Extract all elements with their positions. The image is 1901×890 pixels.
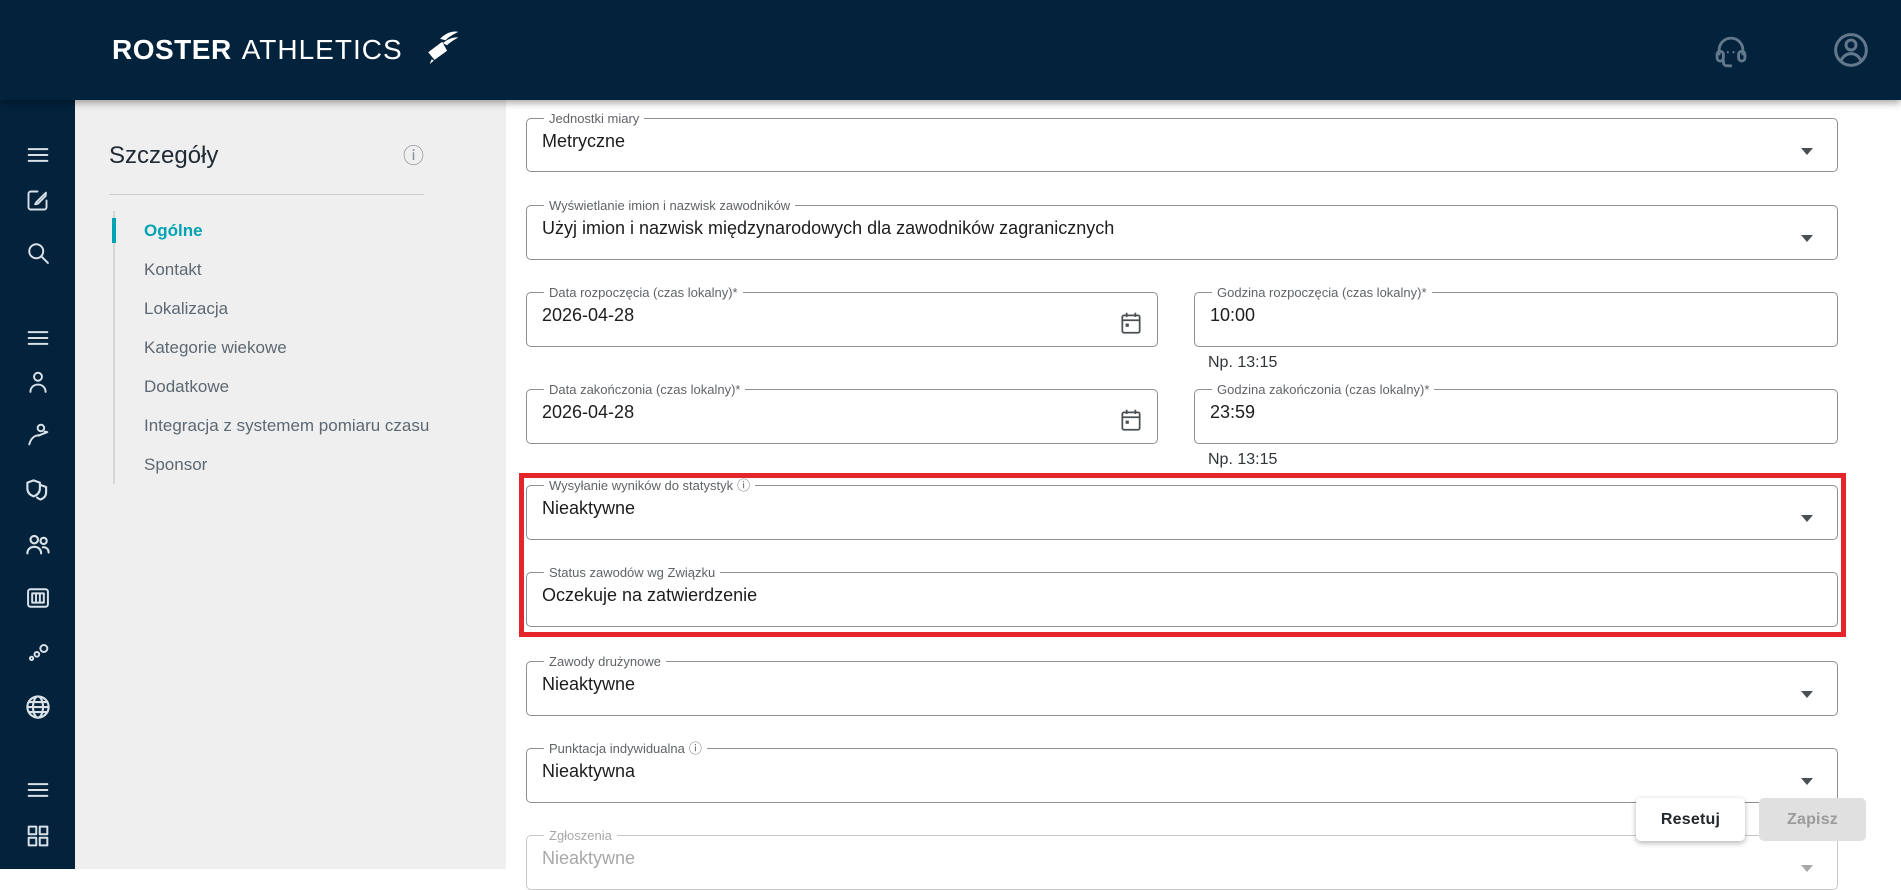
start-time-helper: Np. 13:15 (1208, 354, 1278, 371)
logo-text-light: ATHLETICS (241, 34, 403, 65)
stats-upload-value: Nieaktywne (542, 498, 636, 518)
team-competition-value: Nieaktywne (542, 674, 636, 694)
units-value: Metryczne (542, 131, 626, 151)
reset-button[interactable]: Resetuj (1636, 798, 1745, 841)
stats-upload-label: Wysyłanie wyników do statystyk (549, 478, 734, 493)
icon-rail (0, 100, 75, 869)
entries-value: Nieaktywne (542, 848, 636, 868)
name-display-select[interactable]: Wyświetlanie imion i nazwisk zawodników … (526, 198, 1838, 260)
nav-item-kontakt[interactable]: Kontakt (144, 259, 202, 279)
end-time-helper: Np. 13:15 (1208, 451, 1278, 468)
menu-secondary-icon[interactable] (21, 773, 55, 807)
individual-scoring-select[interactable]: Punktacja indywidualna ⓘ Nieaktywna (526, 741, 1838, 803)
stats-upload-select[interactable]: Wysyłanie wyników do statystyk ⓘ Nieaktyw… (526, 478, 1838, 540)
calendar-icon[interactable] (1118, 407, 1144, 433)
end-time-input[interactable]: Godzina zakończonia (czas lokalny)* 23:5… (1194, 382, 1838, 444)
people-icon[interactable] (21, 527, 55, 561)
federation-status-value: Oczekuje na zatwierdzenie (542, 585, 758, 605)
search-icon[interactable] (21, 236, 55, 270)
account-icon[interactable] (1829, 28, 1873, 72)
details-panel: Szczegóły ⓘ Ogólne Kontakt Lokalizacja K… (75, 100, 506, 869)
dropdown-arrow-icon[interactable] (1801, 515, 1813, 522)
nav-item-sponsor[interactable]: Sponsor (144, 454, 208, 474)
end-time-value: 23:59 (1210, 402, 1256, 422)
entries-label: Zgłoszenia (549, 828, 612, 843)
nav-item-kategorie-wiekowe[interactable]: Kategorie wiekowe (144, 337, 287, 357)
settings-form: Jednostki miary Metryczne Wyświetlanie i… (506, 100, 1901, 890)
start-time-value: 10:00 (1210, 305, 1256, 325)
section-nav: Ogólne Kontakt Lokalizacja Kategorie wie… (112, 211, 506, 484)
end-date-input[interactable]: Data zakończonia (czas lokalny)* 2026-04… (526, 382, 1158, 444)
logo-text-bold: ROSTER (112, 34, 232, 65)
units-label: Jednostki miary (549, 111, 640, 126)
athlete-icon[interactable] (21, 418, 55, 452)
end-time-label: Godzina zakończonia (czas lokalny)* (1217, 382, 1430, 397)
winged-shoe-icon (413, 27, 459, 74)
grid-apps-icon[interactable] (21, 819, 55, 853)
start-date-input[interactable]: Data rozpoczęcia (czas lokalny)* 2026-04… (526, 285, 1158, 347)
info-icon[interactable]: ⓘ (403, 144, 424, 168)
nav-item-integracja[interactable]: Integracja z systemem pomiaru czasu (144, 415, 430, 435)
menu-icon[interactable] (21, 138, 55, 172)
person-icon[interactable] (21, 365, 55, 399)
federation-status-field[interactable]: Status zawodów wg Związku Oczekuje na za… (526, 565, 1838, 627)
start-time-label: Godzina rozpoczęcia (czas lokalny)* (1217, 285, 1427, 300)
kiosk-icon[interactable] (21, 581, 55, 615)
end-date-value: 2026-04-28 (542, 402, 635, 422)
name-display-value: Użyj imion i nazwisk międzynarodowych dl… (542, 218, 1115, 238)
globe-icon[interactable] (21, 690, 55, 724)
individual-scoring-value: Nieaktywna (542, 761, 636, 781)
federation-status-label: Status zawodów wg Związku (549, 565, 716, 580)
name-display-label: Wyświetlanie imion i nazwisk zawodników (549, 198, 791, 213)
info-icon[interactable]: ⓘ (688, 741, 702, 756)
dropdown-arrow-icon[interactable] (1801, 235, 1813, 242)
dropdown-arrow-icon[interactable] (1801, 778, 1813, 785)
nav-item-lokalizacja[interactable]: Lokalizacja (144, 298, 229, 318)
nav-item-ogolne[interactable]: Ogólne (112, 211, 506, 250)
team-competition-select[interactable]: Zawody drużynowe Nieaktywne (526, 654, 1838, 716)
info-icon[interactable]: ⓘ (737, 478, 751, 493)
dropdown-arrow-icon[interactable] (1801, 691, 1813, 698)
start-time-input[interactable]: Godzina rozpoczęcia (czas lokalny)* 10:0… (1194, 285, 1838, 347)
shields-icon[interactable] (21, 474, 55, 508)
dropdown-arrow-icon[interactable] (1801, 147, 1813, 155)
roster-athletics-logo[interactable]: ROSTER ATHLETICS (112, 27, 459, 74)
divider (109, 194, 424, 195)
end-date-label: Data zakończonia (czas lokalny)* (549, 382, 741, 397)
list-menu-icon[interactable] (21, 321, 55, 355)
dots-trail-icon[interactable] (21, 635, 55, 669)
team-competition-label: Zawody drużynowe (549, 654, 661, 669)
compose-icon[interactable] (21, 183, 55, 217)
calendar-icon[interactable] (1118, 310, 1144, 336)
support-headset-icon[interactable] (1709, 28, 1753, 72)
start-date-value: 2026-04-28 (542, 305, 635, 325)
save-button[interactable]: Zapisz (1759, 798, 1866, 841)
app-header: ROSTER ATHLETICS (0, 0, 1901, 100)
nav-item-dodatkowe[interactable]: Dodatkowe (144, 376, 230, 396)
individual-scoring-label: Punktacja indywidualna (549, 741, 685, 756)
page-title: Szczegóły (109, 142, 219, 169)
units-select[interactable]: Jednostki miary Metryczne (526, 111, 1838, 172)
start-date-label: Data rozpoczęcia (czas lokalny)* (549, 285, 738, 300)
